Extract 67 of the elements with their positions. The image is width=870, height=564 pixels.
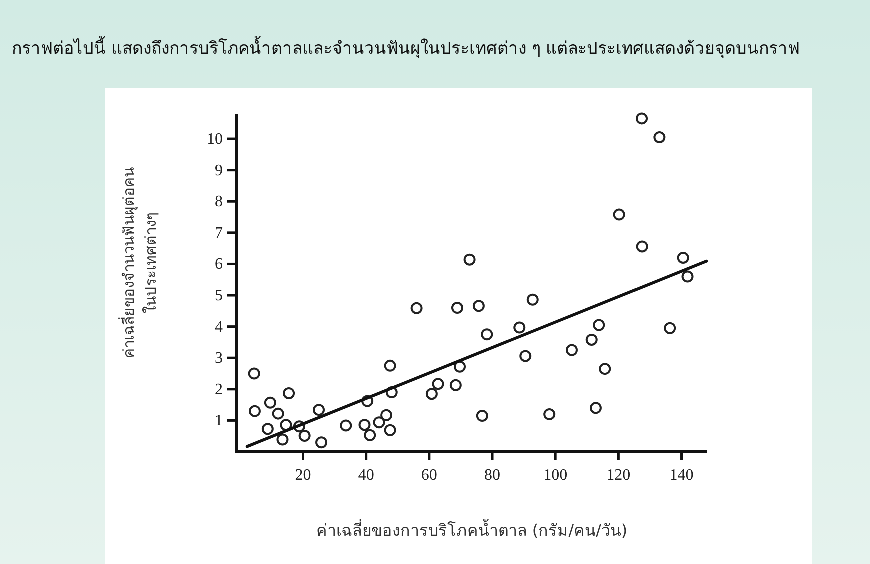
x-tick-label: 80: [484, 467, 501, 484]
point: [380, 409, 393, 422]
point: [544, 408, 556, 420]
point: [481, 328, 494, 341]
point: [410, 302, 423, 314]
point: [464, 254, 476, 266]
point: [454, 360, 466, 373]
point: [654, 131, 666, 144]
point: [362, 395, 374, 408]
point: [613, 208, 626, 221]
point: [264, 396, 276, 409]
point: [386, 386, 398, 399]
point: [340, 420, 352, 432]
point: [566, 344, 578, 356]
point: [280, 419, 292, 432]
y-tick-label: 1: [215, 412, 223, 430]
y-tick-label: 7: [215, 224, 223, 242]
point: [384, 424, 396, 436]
x-tick-label: 20: [295, 467, 312, 484]
point: [272, 408, 284, 420]
point: [248, 405, 261, 418]
point: [450, 379, 462, 392]
point: [364, 429, 376, 442]
point: [526, 294, 539, 306]
point: [358, 419, 371, 432]
point: [682, 270, 694, 283]
point: [384, 360, 396, 372]
point: [298, 430, 311, 442]
point: [276, 434, 289, 446]
y-tick-label: 3: [215, 350, 223, 368]
y-tick-label: 2: [215, 381, 223, 398]
point: [373, 416, 386, 429]
x-tick-label: 100: [544, 467, 568, 484]
point: [293, 420, 306, 433]
point: [586, 334, 598, 346]
y-axis-title: ค่าเฉลี่ยของจำนวนฟันผุต่อคน ในประเทศต่างๆ: [118, 168, 160, 358]
y-tick-label: 9: [215, 162, 223, 180]
point: [636, 112, 648, 125]
point: [451, 302, 464, 314]
x-tick-label: 120: [606, 467, 631, 484]
point: [476, 410, 488, 422]
point: [520, 350, 532, 362]
chart-title: กราฟต่อไปนี้ แสดงถึงการบริโภคน้ำตาลและจำนวนฟันผุในประเทศต่าง ๆ แต่ละประเทศแสดงด้วยจุดบนกราฟ: [12, 36, 800, 59]
point: [677, 252, 690, 264]
y-tick-label: 4: [215, 318, 223, 336]
point: [664, 322, 676, 334]
y-tick-label: 5: [215, 288, 223, 305]
point: [590, 402, 602, 414]
point: [432, 378, 444, 390]
point: [636, 240, 648, 253]
x-axis-title: ค่าเฉลี่ยของการบริโภคน้ำตาล (กรัม/คน/วัน): [316, 519, 628, 540]
x-tick-label: 140: [670, 467, 694, 484]
y-tick-label: 6: [215, 256, 223, 274]
y-tick-label: 8: [215, 194, 223, 211]
x-tick-label: 40: [358, 467, 374, 484]
point: [283, 387, 296, 400]
point: [472, 300, 485, 312]
point: [313, 404, 326, 416]
point: [514, 322, 526, 334]
y-tick-label: 10: [207, 131, 223, 148]
x-tick-label: 60: [421, 467, 438, 484]
point: [426, 388, 438, 400]
point: [316, 436, 328, 449]
point: [593, 319, 606, 332]
point: [599, 363, 612, 376]
point: [262, 423, 274, 436]
point: [248, 368, 260, 380]
